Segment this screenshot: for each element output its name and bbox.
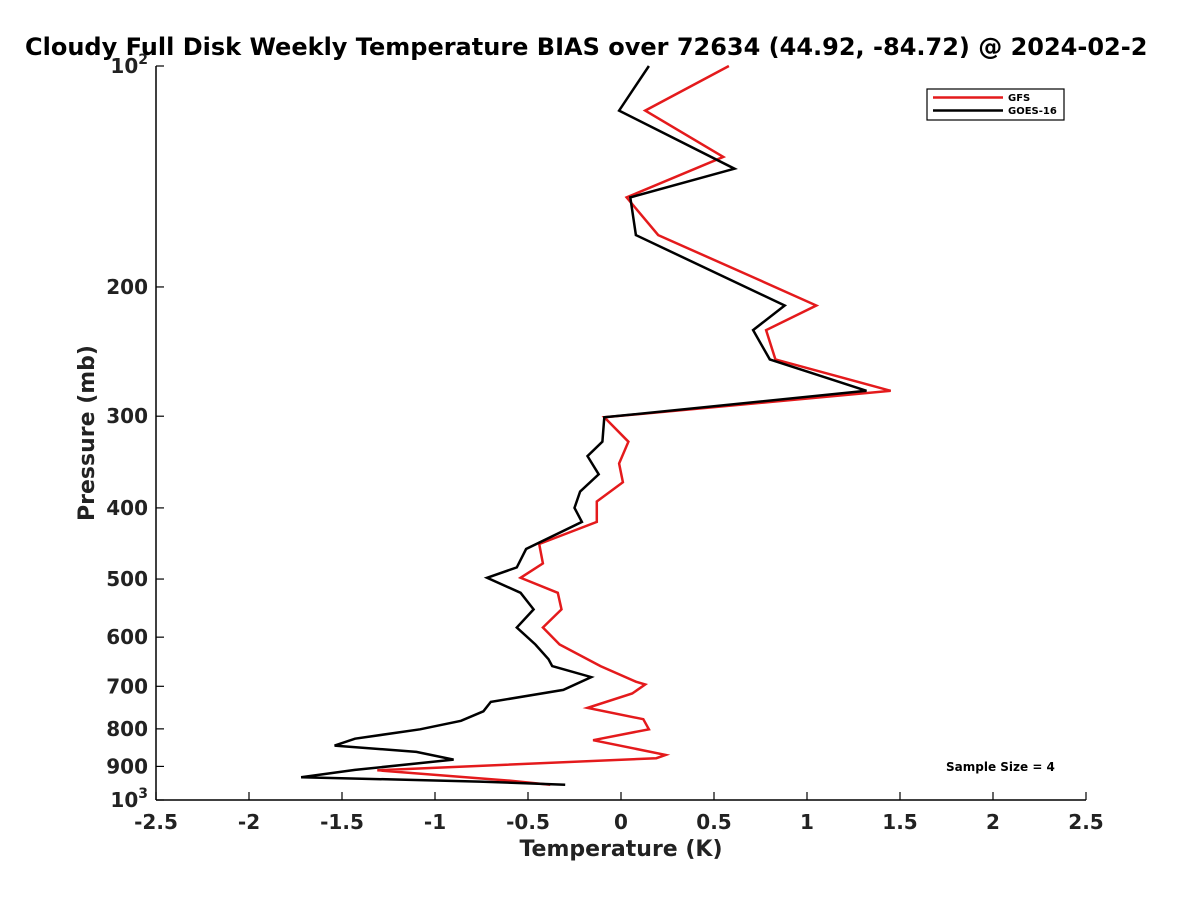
x-tick-label: 0 bbox=[614, 810, 628, 834]
x-tick-label: -2.5 bbox=[134, 810, 178, 834]
x-tick-label: 2 bbox=[986, 810, 1000, 834]
x-tick-label: -0.5 bbox=[506, 810, 550, 834]
x-tick-label: 2.5 bbox=[1068, 810, 1103, 834]
x-tick-label: 1 bbox=[800, 810, 814, 834]
series-line-goes-16 bbox=[300, 65, 867, 786]
x-axis-title: Temperature (K) bbox=[519, 837, 722, 862]
x-tick-label: -2 bbox=[238, 810, 260, 834]
x-tick-label: -1.5 bbox=[320, 810, 364, 834]
y-tick-label: 102 bbox=[110, 52, 148, 78]
y-tick-label: 300 bbox=[106, 404, 148, 428]
legend-label-gfs: GFS bbox=[1008, 93, 1030, 104]
x-ticks: -2.5 -2 -1.5 -1 -0.5 0 0.5 1 1.5 2 2.5 bbox=[134, 792, 1104, 834]
legend: GFS GOES-16 bbox=[926, 88, 1065, 121]
y-ticks: 102 200 300 400 500 600 700 800 900 103 bbox=[106, 52, 164, 812]
y-tick-label: 103 bbox=[110, 786, 148, 812]
y-tick-label: 700 bbox=[106, 674, 148, 698]
chart-title: Cloudy Full Disk Weekly Temperature BIAS… bbox=[25, 33, 1147, 61]
x-tick-label: 0.5 bbox=[696, 810, 731, 834]
y-tick-label: 400 bbox=[106, 496, 148, 520]
series-layer bbox=[300, 64, 892, 786]
legend-label-goes16: GOES-16 bbox=[1008, 106, 1057, 117]
series-line-gfs bbox=[377, 64, 892, 786]
y-tick-label: 500 bbox=[106, 567, 148, 591]
x-tick-label: -1 bbox=[424, 810, 446, 834]
y-tick-label: 900 bbox=[106, 754, 148, 778]
y-tick-label: 600 bbox=[106, 625, 148, 649]
y-tick-label: 800 bbox=[106, 717, 148, 741]
y-tick-label: 200 bbox=[106, 275, 148, 299]
y-axis-title: Pressure (mb) bbox=[75, 345, 100, 521]
x-tick-label: 1.5 bbox=[882, 810, 917, 834]
legend-box bbox=[926, 88, 1065, 121]
sample-size-annotation: Sample Size = 4 bbox=[946, 760, 1055, 774]
